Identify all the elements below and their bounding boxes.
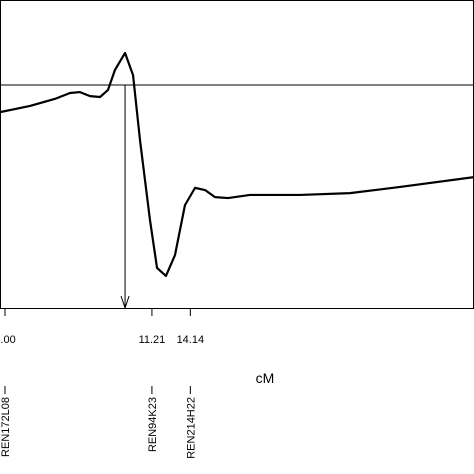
plot-frame — [0, 0, 474, 309]
marker-label: REN214H22 — [185, 397, 197, 459]
data-line — [0, 51, 474, 278]
x-tick-label: 0.00 — [0, 334, 16, 346]
x-tick-label: 11.21 — [139, 334, 166, 346]
x-tick-label: 14.14 — [177, 334, 205, 346]
marker-label: REN94K23 — [147, 397, 159, 452]
arrow-head — [120, 295, 130, 310]
marker-label: REN172L08 — [0, 397, 12, 457]
x-axis-label: cM — [256, 370, 275, 386]
